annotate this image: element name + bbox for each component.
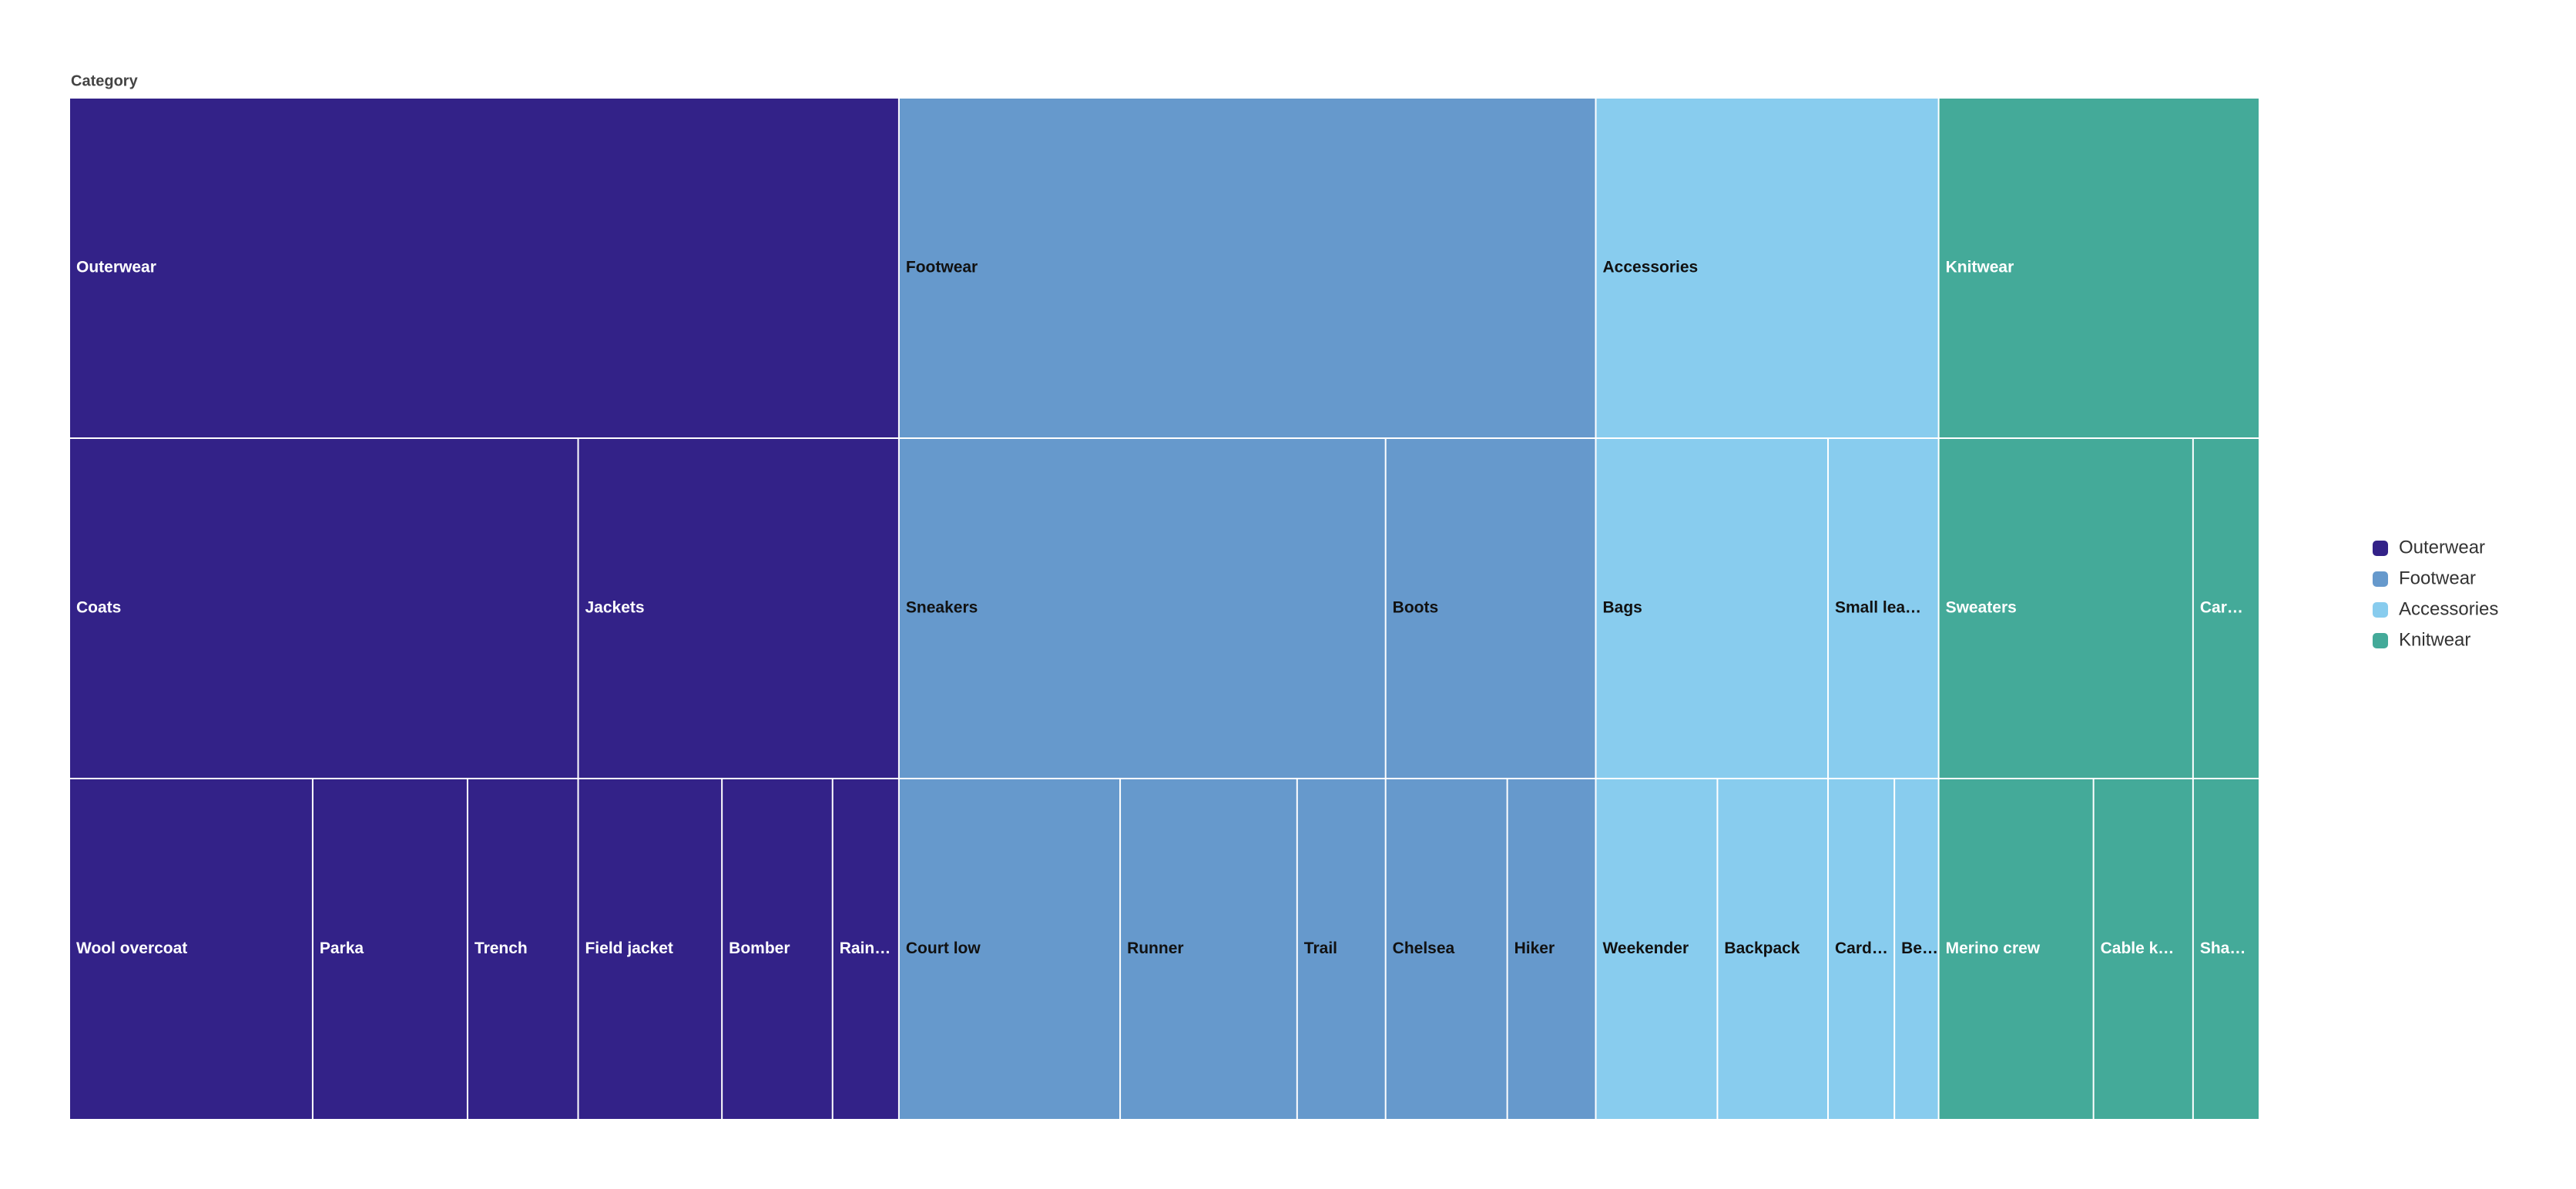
category-cell	[70, 99, 898, 437]
legend-label: Footwear	[2399, 568, 2476, 588]
leaf-cell	[1895, 779, 1938, 1119]
leaf-cell	[1939, 779, 2093, 1119]
subcategory-cell-label: Small lea…	[1835, 599, 1921, 617]
leaf-cell	[1829, 779, 1894, 1119]
leaf-cell-label: Rain…	[840, 939, 891, 957]
leaf-cell	[1508, 779, 1595, 1119]
leaf-cell-label: Weekender	[1602, 939, 1689, 957]
leaf-cell-label: Wool overcoat	[76, 939, 187, 957]
subcategory-cell	[579, 439, 898, 778]
leaf-cell-label: Sha…	[2200, 939, 2246, 957]
category-cell-label: Knitwear	[1946, 259, 2014, 276]
legend-label: Accessories	[2399, 598, 2498, 619]
leaf-cell-label: Cable k…	[2101, 939, 2175, 957]
leaf-cell	[833, 779, 898, 1119]
leaf-cell-label: Chelsea	[1393, 939, 1455, 957]
leaf-cell	[468, 779, 578, 1119]
subcategory-cell	[899, 439, 1385, 778]
leaf-cell-label: Parka	[320, 939, 364, 957]
leaf-cell	[1718, 779, 1828, 1119]
leaf-cell-label: Be…	[1901, 939, 1938, 957]
subcategory-cell-label: Sneakers	[906, 599, 978, 617]
leaf-cell-label: Card…	[1835, 939, 1888, 957]
legend-swatch	[2373, 571, 2388, 587]
subcategory-cell-label: Bags	[1602, 599, 1642, 617]
leaf-cell	[70, 779, 312, 1119]
subcategory-cell	[1386, 439, 1595, 778]
leaf-cell	[723, 779, 832, 1119]
leaf-cell	[1386, 779, 1507, 1119]
category-cell-label: Footwear	[906, 259, 978, 276]
legend-label: Knitwear	[2399, 629, 2470, 650]
subcategory-cell-label: Coats	[76, 599, 121, 617]
category-cell-label: Outerwear	[76, 259, 156, 276]
subcategory-cell	[70, 439, 578, 778]
leaf-cell-label: Hiker	[1514, 939, 1555, 957]
leaf-cell	[899, 779, 1120, 1119]
leaf-cell-label: Merino crew	[1946, 939, 2041, 957]
leaf-cell-label: Trench	[475, 939, 528, 957]
category-cell-label: Accessories	[1602, 259, 1698, 276]
leaf-cell	[313, 779, 467, 1119]
leaf-cell-label: Court low	[906, 939, 981, 957]
subcategory-cell-label: Jackets	[585, 599, 644, 617]
subcategory-cell	[1596, 439, 1828, 778]
subcategory-cell-label: Car…	[2200, 599, 2243, 617]
leaf-cell	[1297, 779, 1385, 1119]
category-cell	[1939, 99, 2259, 437]
leaf-cell-label: Bomber	[729, 939, 790, 957]
legend-swatch	[2373, 541, 2388, 556]
legend-label: Outerwear	[2399, 537, 2485, 558]
subcategory-cell-label: Sweaters	[1946, 599, 2017, 617]
leaf-cell	[2193, 779, 2259, 1119]
subcategory-cell-label: Boots	[1393, 599, 1439, 617]
legend-swatch	[2373, 602, 2388, 618]
category-cell	[1596, 99, 1938, 437]
subcategory-cell	[1939, 439, 2192, 778]
leaf-cell-label: Runner	[1127, 939, 1184, 957]
subcategory-cell	[2193, 439, 2259, 778]
leaf-cell	[2094, 779, 2192, 1119]
subcategory-cell	[1829, 439, 1938, 778]
leaf-cell	[579, 779, 722, 1119]
chart-title: Category	[71, 72, 139, 89]
leaf-cell	[1121, 779, 1296, 1119]
legend-swatch	[2373, 633, 2388, 648]
leaf-cell-label: Backpack	[1724, 939, 1800, 957]
leaf-cell-label: Trail	[1304, 939, 1337, 957]
category-cell	[899, 99, 1595, 437]
leaf-cell	[1596, 779, 1717, 1119]
leaf-cell-label: Field jacket	[585, 939, 673, 957]
